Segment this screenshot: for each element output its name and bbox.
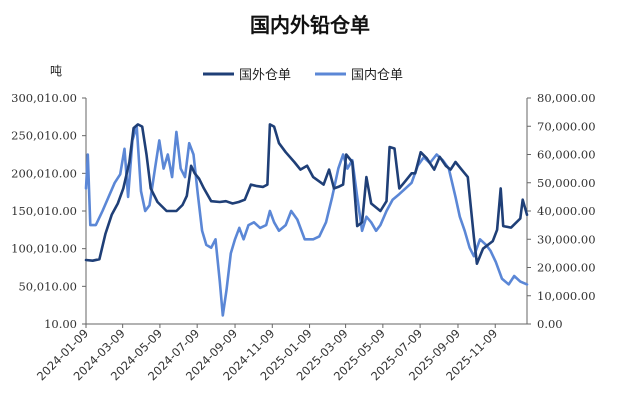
left-tick-label: 150,010.00	[11, 204, 77, 218]
right-axis-ticks: 0.00 10,000.00 20,000.00 30,000.00 40,000.00…	[527, 91, 596, 331]
legend: 国外仓单 国内仓单	[203, 67, 403, 83]
left-tick-label: 10.00	[44, 317, 77, 331]
legend-label-foreign: 国外仓单	[239, 68, 291, 83]
left-axis-ticks: 10.00 50,010.00 100,010.00 150,010.00 200,01…	[11, 91, 86, 331]
right-tick-label: 20,000.00	[537, 261, 596, 275]
left-tick-label: 200,010.00	[11, 166, 77, 180]
right-tick-label: 80,000.00	[537, 91, 596, 105]
left-axis-unit: 吨	[50, 64, 62, 78]
series-layer	[84, 123, 529, 317]
right-tick-label: 0.00	[537, 317, 563, 331]
right-tick-label: 30,000.00	[537, 232, 596, 246]
right-tick-label: 40,000.00	[537, 204, 596, 218]
left-tick-label: 50,010.00	[18, 279, 77, 293]
left-tick-label: 300,010.00	[11, 91, 77, 105]
right-tick-label: 60,000.00	[537, 148, 596, 162]
left-tick-label: 100,010.00	[11, 242, 77, 256]
legend-label-domestic: 国内仓单	[351, 67, 403, 83]
chart-title: 国内外铅仓单	[250, 13, 370, 37]
right-tick-label: 70,000.00	[537, 119, 596, 133]
right-tick-label: 10,000.00	[537, 289, 596, 303]
series-line-foreign	[84, 123, 529, 266]
right-tick-label: 50,000.00	[537, 176, 596, 190]
left-tick-label: 250,010.00	[11, 129, 77, 143]
